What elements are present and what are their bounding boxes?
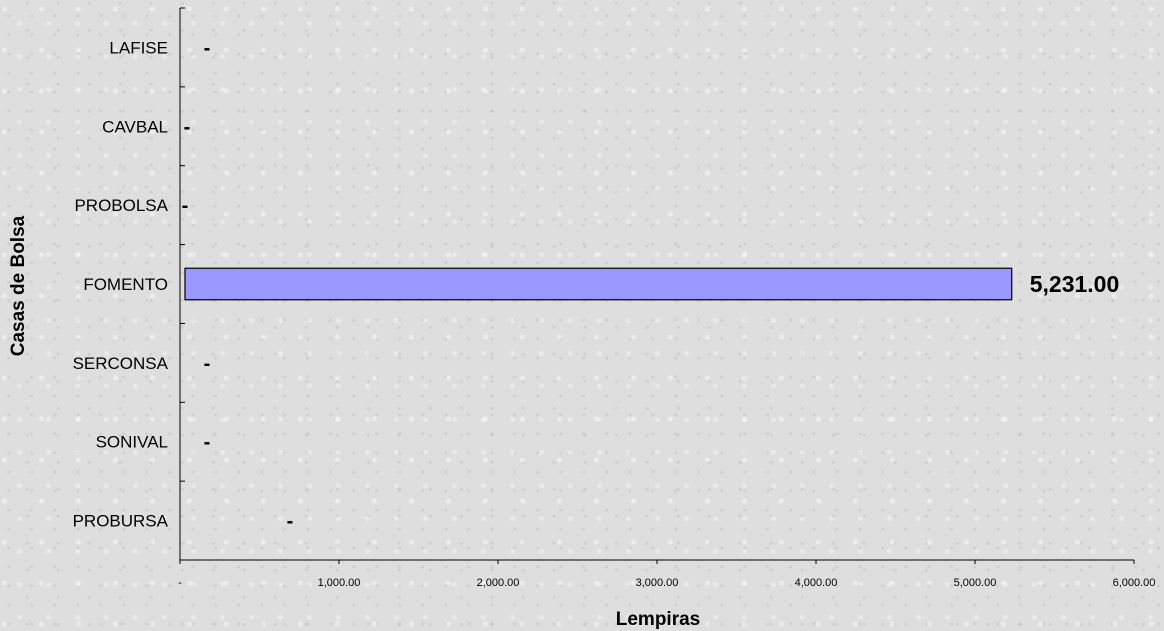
category-label: CAVBAL	[102, 117, 168, 136]
data-label: -	[204, 353, 211, 375]
x-tick-label: 6,000.00	[1113, 577, 1156, 589]
x-tick-label: 2,000.00	[477, 577, 520, 589]
data-label: -	[182, 195, 189, 217]
x-tick-label: 1,000.00	[318, 577, 361, 589]
category-label: PROBOLSA	[74, 196, 168, 215]
bar	[184, 267, 1013, 301]
category-label: FOMENTO	[83, 275, 168, 294]
data-label: -	[287, 511, 294, 533]
x-tick-label: 3,000.00	[636, 577, 679, 589]
category-labels: LAFISE CAVBAL PROBOLSA FOMENTO SERCONSA SONIV…	[73, 38, 169, 530]
category-label: PROBURSA	[73, 512, 169, 531]
data-label: -	[204, 37, 211, 59]
x-axis-title: Lempiras	[616, 609, 700, 630]
category-label: LAFISE	[109, 38, 168, 57]
x-tick-labels: - 1,000.00 2,000.00 3,000.00 4,000.00 5,000.0…	[178, 577, 1155, 589]
data-labels: - - - 5,231.00 - - -	[182, 37, 1120, 532]
category-label: SONIVAL	[96, 433, 168, 452]
y-axis-title: Casas de Bolsa	[8, 215, 29, 356]
category-label: SERCONSA	[73, 354, 169, 373]
data-label: 5,231.00	[1030, 271, 1120, 297]
data-label: -	[204, 432, 211, 454]
chart-bars	[184, 267, 1013, 301]
x-tick-label: 4,000.00	[795, 577, 838, 589]
x-tick-label: 5,000.00	[954, 577, 997, 589]
x-tick-label: -	[178, 577, 182, 589]
chart-axes	[179, 7, 1135, 564]
data-label: -	[184, 116, 191, 138]
